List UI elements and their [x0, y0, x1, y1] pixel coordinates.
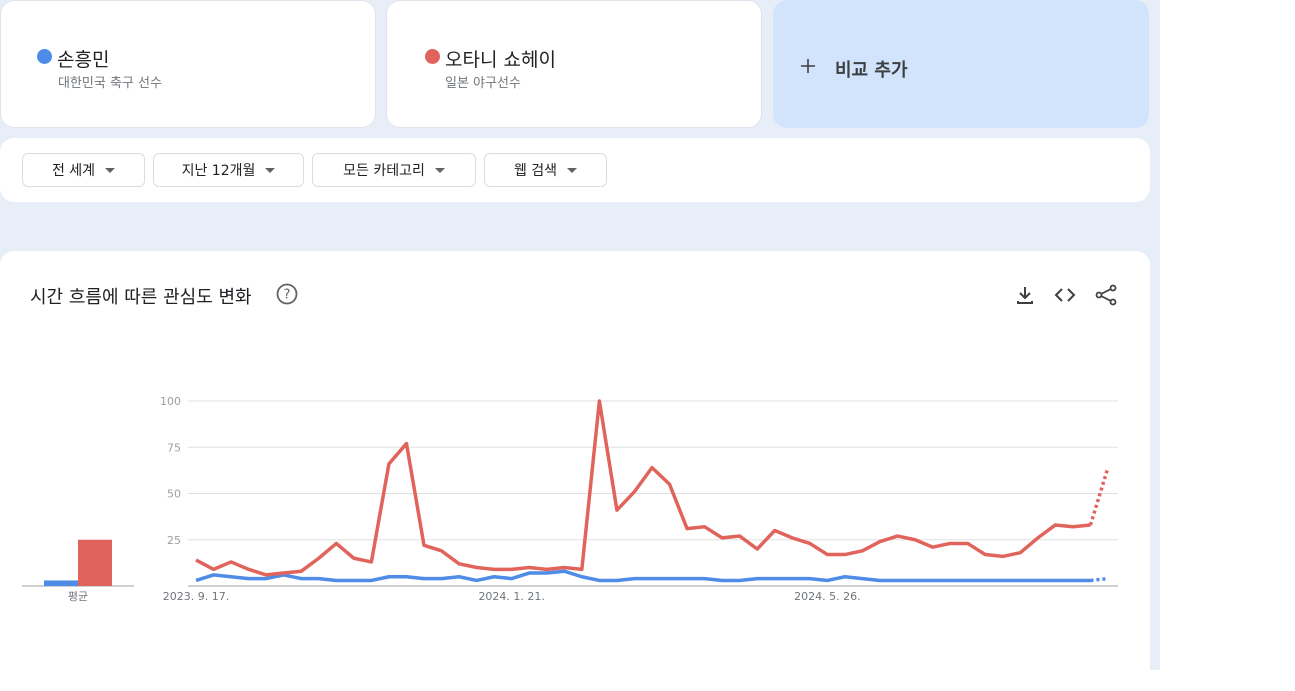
y-tick-label: 75 [167, 441, 181, 454]
help-icon[interactable]: ? [276, 283, 298, 305]
chart-panel: 시간 흐름에 따른 관심도 변화 ? [0, 251, 1150, 691]
filter-button[interactable]: 모든 카테고리 [312, 153, 476, 187]
filter-button[interactable]: 웹 검색 [484, 153, 607, 187]
embed-icon[interactable] [1054, 288, 1076, 302]
filter-bar: 전 세계 지난 12개월 모든 카테고리 웹 검색 [0, 138, 1150, 202]
plus-icon [801, 59, 815, 73]
toolbar-icons [1017, 284, 1117, 306]
x-tick-label: 평균 [68, 590, 88, 603]
filter-label: 웹 검색 [513, 163, 558, 179]
chart: 평균 25 50 75 100 2023. 9. 17. 2024. 1. 21. 2024.… [22, 395, 1118, 603]
share-icon[interactable] [1095, 284, 1117, 306]
term-name: 손흥민 [57, 49, 110, 71]
series-line [195, 569, 1091, 583]
series-line [195, 399, 1091, 577]
filter-label: 전 세계 [51, 163, 96, 179]
filter-button[interactable]: 지난 12개월 [153, 153, 304, 187]
y-tick-label: 100 [160, 395, 181, 408]
page: 손흥민 대한민국 축구 선수 오타니 쇼헤이 일본 야구선수 비교 추가 전 세… [0, 0, 1160, 670]
term-name: 오타니 쇼헤이 [445, 49, 556, 71]
filter-label: 지난 12개월 [181, 163, 256, 179]
partial-segment [1090, 576, 1109, 583]
term-dot [425, 49, 440, 64]
download-icon[interactable] [1017, 287, 1033, 304]
filter-button[interactable]: 전 세계 [22, 153, 145, 187]
x-tick-label: 2023. 9. 17. [163, 590, 229, 603]
svg-text:?: ? [284, 288, 291, 303]
term-card[interactable]: 손흥민 대한민국 축구 선수 [0, 0, 376, 128]
y-tick-label: 50 [167, 488, 181, 501]
x-tick-label: 2024. 1. 21. [478, 590, 544, 603]
filter-label: 모든 카테고리 [343, 163, 425, 179]
bar [78, 539, 112, 586]
add-compare[interactable]: 비교 추가 [773, 0, 1149, 128]
bar [44, 580, 78, 586]
partial-segment [1088, 467, 1110, 526]
term-dot [37, 49, 52, 64]
panel-title: 시간 흐름에 따른 관심도 변화 [30, 287, 252, 308]
y-tick-label: 25 [167, 534, 181, 547]
term-description: 일본 야구선수 [445, 76, 521, 91]
term-card[interactable]: 오타니 쇼헤이 일본 야구선수 [386, 0, 762, 128]
add-compare-label: 비교 추가 [835, 60, 908, 81]
x-tick-label: 2024. 5. 26. [794, 590, 860, 603]
term-description: 대한민국 축구 선수 [58, 76, 162, 91]
